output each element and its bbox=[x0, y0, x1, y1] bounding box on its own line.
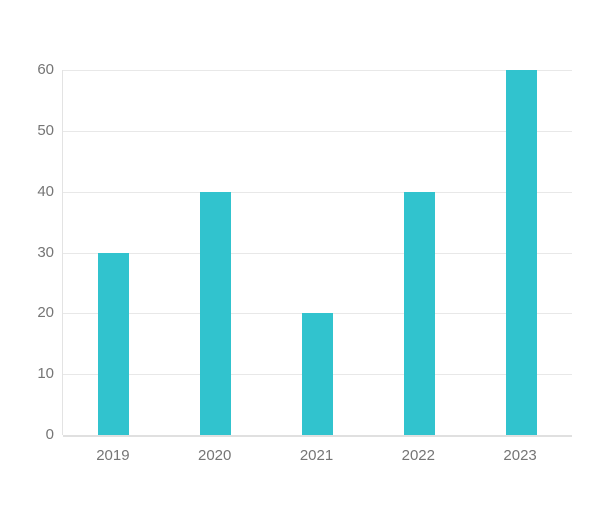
x-tick-label-2022: 2022 bbox=[401, 447, 435, 464]
y-tick-label: 40 bbox=[37, 182, 54, 200]
y-tick-label: 10 bbox=[37, 365, 54, 383]
gridline-y-40 bbox=[63, 191, 572, 193]
y-tick-label: 30 bbox=[37, 243, 54, 261]
x-tick-label-2021: 2021 bbox=[299, 447, 334, 464]
bar-2020[interactable] bbox=[200, 191, 232, 435]
bar-2021[interactable] bbox=[302, 313, 333, 435]
y-tick-label: 60 bbox=[37, 61, 54, 78]
gridline-y-60 bbox=[63, 70, 572, 71]
bar-2019[interactable] bbox=[98, 252, 130, 435]
y-tick-label: 20 bbox=[37, 304, 54, 322]
gridline-y-30 bbox=[63, 252, 572, 254]
gridline-y-50 bbox=[63, 130, 572, 132]
bar-2023[interactable] bbox=[505, 70, 537, 435]
y-tick-label: 0 bbox=[45, 426, 54, 443]
x-tick-label-2019: 2019 bbox=[96, 447, 130, 464]
y-tick-label: 50 bbox=[37, 121, 54, 139]
x-axis-line bbox=[63, 435, 572, 437]
bar-2022[interactable] bbox=[403, 191, 435, 435]
x-tick-label-2020: 2020 bbox=[198, 447, 232, 464]
plot-area bbox=[62, 70, 572, 437]
x-tick-label-2023: 2023 bbox=[503, 447, 537, 464]
